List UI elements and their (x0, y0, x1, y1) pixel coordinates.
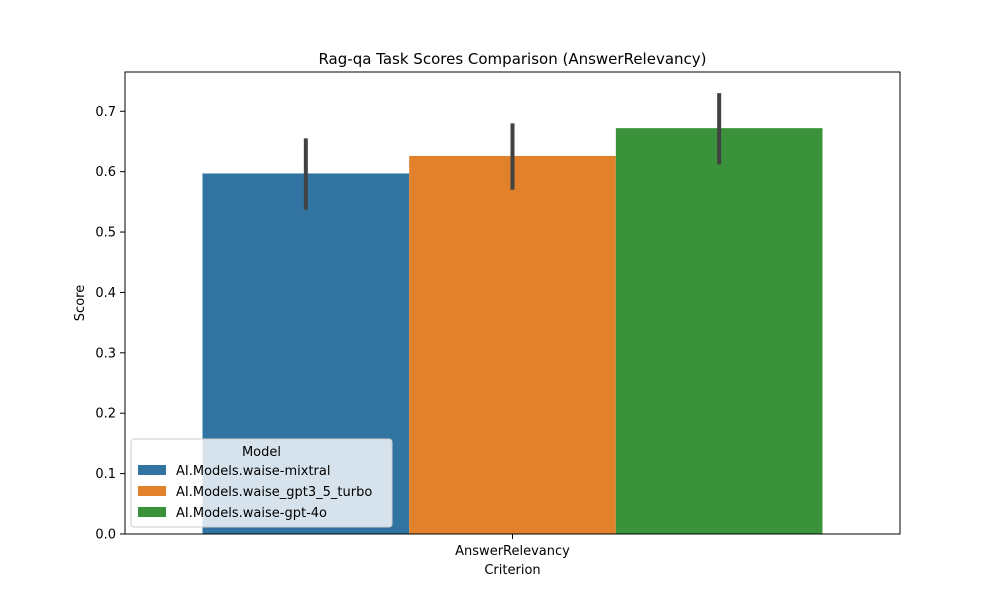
legend-box (130, 438, 393, 528)
y-tick-label: 0.3 (95, 346, 116, 361)
y-tick-label: 0.4 (95, 286, 116, 301)
y-tick-label: 0.5 (95, 226, 116, 241)
legend-swatch-2 (138, 486, 166, 496)
legend-title: Model (242, 445, 281, 460)
legend-label-3: AI.Models.waise-gpt-4o (176, 506, 327, 521)
y-tick-label: 0.2 (95, 407, 116, 422)
legend-label-1: AI.Models.waise-mixtral (176, 464, 330, 479)
legend-label-2: AI.Models.waise_gpt3_5_turbo (176, 485, 372, 500)
bars-layer (202, 128, 823, 535)
x-axis: AnswerRelevancy (455, 534, 570, 559)
y-axis: 0.0 0.1 0.2 0.3 0.4 0.5 0.6 0.7 (95, 105, 125, 543)
errorbars-layer (303, 93, 722, 210)
bar-2 (409, 155, 616, 534)
y-axis-label: Score (73, 285, 88, 321)
legend-entries: AI.Models.waise-mixtral AI.Models.waise_g… (138, 464, 372, 521)
bar-3 (615, 128, 823, 534)
y-tick-label: 0.1 (95, 467, 116, 482)
legend-swatch-3 (138, 507, 166, 517)
x-tick-label: AnswerRelevancy (455, 544, 570, 559)
chart-title: Rag-qa Task Scores Comparison (AnswerRel… (318, 50, 706, 68)
y-tick-label: 0.0 (95, 528, 116, 543)
y-tick-label: 0.7 (95, 105, 116, 120)
legend: Model AI.Models.waise-mixtralAI.Models.w… (130, 438, 393, 528)
legend-swatch-1 (138, 465, 166, 475)
x-axis-label: Criterion (484, 563, 540, 578)
y-tick-label: 0.6 (95, 165, 116, 180)
